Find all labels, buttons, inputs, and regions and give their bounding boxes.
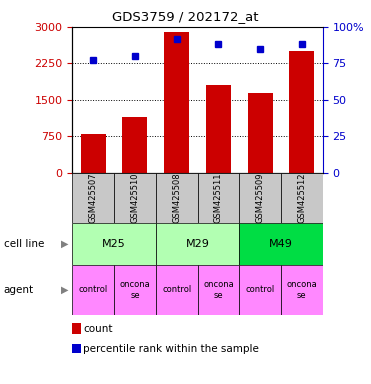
Text: GSM425512: GSM425512: [298, 172, 306, 223]
Text: oncona
se: oncona se: [203, 280, 234, 300]
Text: control: control: [79, 285, 108, 295]
Bar: [239, 173, 281, 223]
Bar: [239, 265, 281, 315]
Bar: [281, 265, 323, 315]
Bar: [81, 134, 106, 173]
Bar: [156, 223, 239, 265]
Bar: [281, 173, 323, 223]
Text: oncona
se: oncona se: [286, 280, 317, 300]
Text: M49: M49: [269, 239, 293, 249]
Bar: [248, 93, 273, 173]
Bar: [198, 265, 239, 315]
Bar: [206, 85, 231, 173]
Text: GSM425507: GSM425507: [89, 172, 98, 223]
Text: control: control: [246, 285, 275, 295]
Text: count: count: [83, 324, 113, 334]
Bar: [156, 265, 198, 315]
Bar: [122, 117, 148, 173]
Bar: [72, 173, 114, 223]
Bar: [289, 51, 314, 173]
Text: M29: M29: [186, 239, 210, 249]
Text: GSM425509: GSM425509: [256, 172, 265, 223]
Text: oncona
se: oncona se: [119, 280, 150, 300]
Text: M25: M25: [102, 239, 126, 249]
Text: ▶: ▶: [61, 239, 69, 249]
Bar: [239, 223, 323, 265]
Bar: [164, 32, 189, 173]
Text: cell line: cell line: [4, 239, 44, 249]
Bar: [114, 265, 156, 315]
Bar: [156, 173, 198, 223]
Bar: [114, 173, 156, 223]
Text: percentile rank within the sample: percentile rank within the sample: [83, 344, 259, 354]
Text: control: control: [162, 285, 191, 295]
Bar: [198, 173, 239, 223]
Bar: [72, 223, 156, 265]
Text: GSM425508: GSM425508: [172, 172, 181, 223]
Text: GSM425511: GSM425511: [214, 172, 223, 223]
Text: agent: agent: [4, 285, 34, 295]
Text: GDS3759 / 202172_at: GDS3759 / 202172_at: [112, 10, 259, 23]
Text: ▶: ▶: [61, 285, 69, 295]
Bar: [72, 265, 114, 315]
Text: GSM425510: GSM425510: [131, 172, 139, 223]
